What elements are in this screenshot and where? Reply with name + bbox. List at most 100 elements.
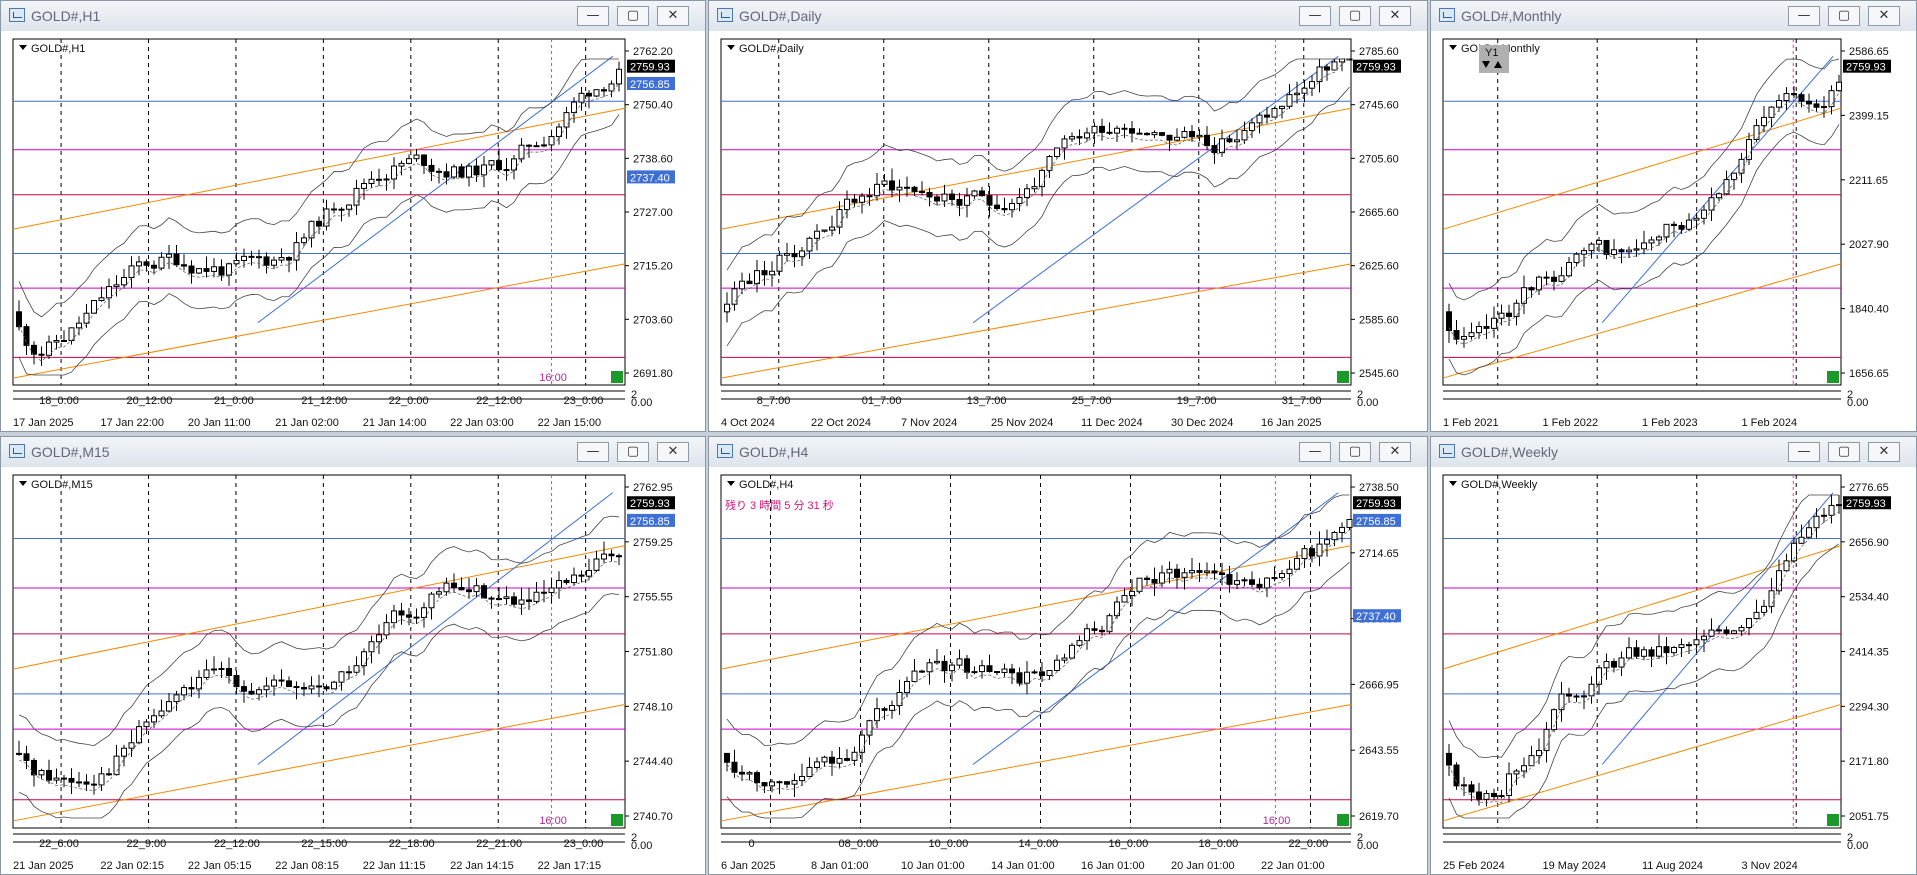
trend-line[interactable]: [972, 55, 1339, 324]
trend-line[interactable]: [12, 545, 626, 670]
window-titlebar[interactable]: GOLD#,H1 — ▢ ✕: [1, 1, 705, 32]
candle-body: [1506, 773, 1512, 797]
candle-body: [16, 311, 22, 328]
window-titlebar[interactable]: GOLD#,H4 — ▢ ✕: [709, 437, 1427, 468]
price-chart[interactable]: 2738.502714.652690.802666.952643.552619.…: [709, 467, 1427, 874]
price-chart[interactable]: 2586.65 2399.15 2211.65 2027.90 1840.40 1656.…: [1431, 31, 1916, 431]
candle-body: [911, 670, 918, 682]
y-tick-label: 2759.25: [633, 537, 673, 549]
minimize-button[interactable]: —: [1788, 6, 1820, 26]
candle-body: [896, 691, 903, 707]
y-tick-label: 2585.60: [1359, 314, 1399, 326]
candle-body: [1076, 640, 1083, 646]
trend-line[interactable]: [257, 492, 614, 765]
candle-body: [1536, 276, 1542, 291]
candle-body: [293, 242, 300, 261]
separator-label: 14_0:00: [1019, 838, 1059, 850]
candle-body: [226, 668, 232, 677]
maximize-button[interactable]: ▢: [1828, 6, 1860, 26]
trend-line[interactable]: [1442, 263, 1842, 379]
maximize-button[interactable]: ▢: [1828, 442, 1860, 462]
y-tick-label: 2211.65: [1849, 175, 1888, 187]
minimize-button[interactable]: —: [577, 6, 609, 26]
trend-line[interactable]: [720, 545, 1352, 670]
price-label-text: 2737.40: [1356, 611, 1396, 623]
y-tick-label: 2414.35: [1849, 647, 1889, 659]
chevron-down-icon[interactable]: [19, 481, 27, 486]
candle-body: [443, 171, 450, 178]
window-titlebar[interactable]: GOLD#,Daily — ▢ ✕: [709, 1, 1427, 32]
middle-band: [1448, 511, 1840, 804]
chart-window-icon: [717, 444, 733, 458]
candle-body: [383, 178, 390, 181]
candle-body: [338, 671, 345, 683]
price-chart[interactable]: 2762.20 2750.40 2738.60 2727.00 2715.20 2703.…: [1, 31, 705, 431]
close-button[interactable]: ✕: [1379, 6, 1411, 26]
price-chart[interactable]: 2776.65 2656.90 2534.40 2414.35 2294.30 2171.…: [1431, 467, 1916, 874]
candle-body: [1566, 693, 1572, 697]
candle-body: [391, 165, 397, 180]
candle-body: [451, 582, 457, 589]
candle-body: [866, 195, 873, 198]
y-tick-label: 2534.40: [1849, 592, 1889, 604]
chevron-down-icon[interactable]: [1449, 45, 1457, 50]
close-button[interactable]: ✕: [1868, 6, 1900, 26]
minimize-button[interactable]: —: [577, 442, 609, 462]
trend-line[interactable]: [1601, 492, 1834, 765]
trend-line[interactable]: [1442, 545, 1842, 670]
candle-body: [106, 773, 112, 776]
candle-body: [1761, 116, 1767, 127]
chevron-down-icon[interactable]: [19, 45, 27, 50]
period-box[interactable]: [1479, 45, 1509, 73]
candle-body: [83, 312, 90, 324]
chart-window-daily[interactable]: GOLD#,Daily — ▢ ✕ 2785.60 2745.60 2705.60 2665.…: [708, 0, 1428, 432]
close-button[interactable]: ✕: [1868, 442, 1900, 462]
chart-window-h1[interactable]: GOLD#,H1— ▢ ✕ 2762.20 2750.40 2738.60 2727.00 2…: [0, 0, 706, 432]
candle-body: [1294, 557, 1300, 570]
trend-line[interactable]: [12, 107, 626, 230]
y-tick-label: 2762.95: [633, 482, 673, 494]
trend-line[interactable]: [720, 107, 1352, 230]
chart-window-weekly[interactable]: GOLD#,Weekly — ▢ ✕ 2776.65 2656.90 2534.40 2414…: [1430, 436, 1917, 875]
trend-line[interactable]: [720, 263, 1352, 379]
price-chart[interactable]: 2762.95 2759.25 2755.55 2751.80 2748.10 2744.…: [1, 467, 705, 874]
minimize-button[interactable]: —: [1788, 442, 1820, 462]
arrow-down-icon[interactable]: [1482, 61, 1490, 68]
chevron-down-icon[interactable]: [727, 481, 735, 486]
window-titlebar[interactable]: GOLD#,M15 — ▢ ✕: [1, 437, 705, 468]
candle-body: [136, 726, 142, 744]
minimize-button[interactable]: —: [1299, 442, 1331, 462]
minimize-button[interactable]: —: [1299, 6, 1331, 26]
candle-body: [173, 694, 180, 703]
candle-body: [1099, 125, 1105, 133]
candle-body: [844, 758, 850, 761]
x-tick-label: 22 Jan 02:15: [100, 860, 164, 872]
chart-window-h4[interactable]: GOLD#,H4—▢✕2738.502714.652690.802666.952…: [708, 436, 1428, 875]
chevron-down-icon[interactable]: [1449, 481, 1457, 486]
price-label-text: 2756.85: [1356, 516, 1396, 528]
maximize-button[interactable]: ▢: [617, 442, 649, 462]
maximize-button[interactable]: ▢: [1339, 6, 1371, 26]
chevron-down-icon[interactable]: [727, 45, 735, 50]
maximize-button[interactable]: ▢: [617, 6, 649, 26]
window-titlebar[interactable]: GOLD#,Monthly — ▢ ✕: [1431, 1, 1916, 32]
trend-line[interactable]: [720, 703, 1352, 822]
candle-body: [1204, 134, 1210, 147]
window-titlebar[interactable]: GOLD#,Weekly — ▢ ✕: [1431, 437, 1916, 468]
candle-body: [1211, 145, 1218, 154]
candle-body: [458, 587, 465, 591]
candle-body: [1836, 81, 1842, 92]
candle-body: [1129, 128, 1135, 134]
chart-window-monthly[interactable]: GOLD#,Monthly — ▢ ✕ 2586.65 2399.15 2211.65 202…: [1430, 0, 1917, 432]
trend-line[interactable]: [12, 263, 626, 379]
arrow-up-icon[interactable]: [1494, 61, 1502, 68]
maximize-button[interactable]: ▢: [1339, 442, 1371, 462]
candle-body: [218, 668, 225, 671]
price-chart[interactable]: 2785.60 2745.60 2705.60 2665.60 2625.60 2585.…: [709, 31, 1427, 431]
close-button[interactable]: ✕: [657, 442, 689, 462]
close-button[interactable]: ✕: [1379, 442, 1411, 462]
chart-window-m15[interactable]: GOLD#,M15 — ▢ ✕ 2762.95 2759.25 2755.55 2751.80…: [0, 436, 706, 875]
trend-line[interactable]: [12, 703, 626, 822]
trend-line[interactable]: [1442, 107, 1842, 230]
close-button[interactable]: ✕: [657, 6, 689, 26]
